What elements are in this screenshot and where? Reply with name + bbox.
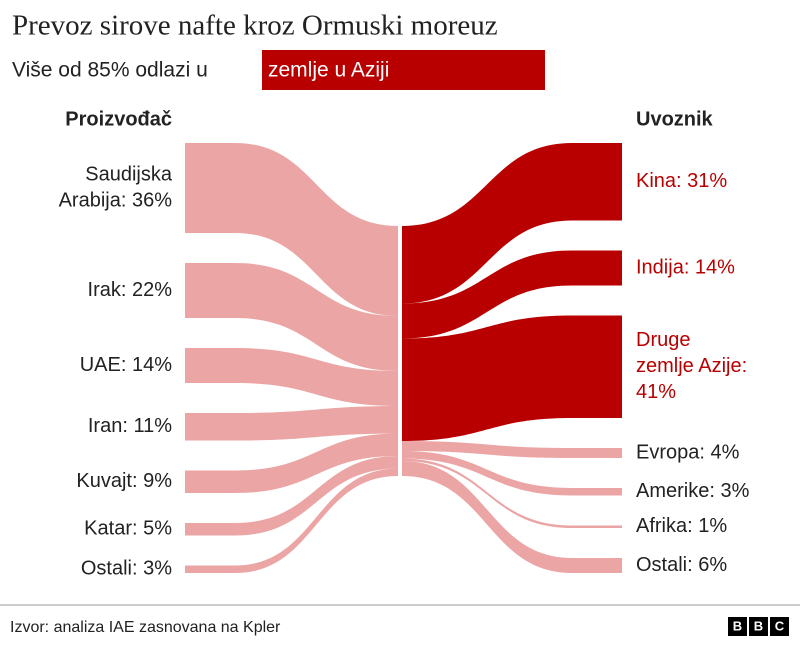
logo-box <box>770 617 789 636</box>
chart-title: Prevoz sirove nafte kroz Ormuski moreuz <box>12 10 498 42</box>
source-header: Proizvođač <box>65 108 172 130</box>
target-label: zemlje Azije: <box>636 355 747 377</box>
target-label: Amerike: 3% <box>636 480 750 502</box>
source-label: UAE: 14% <box>80 354 172 376</box>
target-flow <box>402 461 622 573</box>
subtitle-highlight: zemlje u Aziji <box>268 59 389 82</box>
target-label: Indija: 14% <box>636 256 735 278</box>
highlight-box <box>262 50 545 90</box>
source-flow <box>185 456 398 536</box>
target-flow <box>402 315 622 441</box>
target-label: Evropa: 4% <box>636 441 740 463</box>
logo-letter: C <box>775 618 785 633</box>
target-flow <box>402 250 622 339</box>
source-label: Arabija: 36% <box>59 189 173 211</box>
chart-subtitle: Više od 85% odlazi u <box>12 59 208 82</box>
source-label: Ostali: 3% <box>81 558 172 580</box>
target-label: Ostali: 6% <box>636 554 727 576</box>
source-label: Katar: 5% <box>84 518 172 540</box>
target-label: 41% <box>636 381 676 403</box>
logo-letter: B <box>754 618 763 633</box>
source-label: Irak: 22% <box>88 279 173 301</box>
target-flow <box>402 143 622 304</box>
logo-letter: B <box>733 618 742 633</box>
logo-box <box>728 617 747 636</box>
source-flow <box>185 143 398 316</box>
source-label: Kuvajt: 9% <box>76 470 172 492</box>
source-flow <box>185 406 398 441</box>
target-header: Uvoznik <box>636 108 714 130</box>
source-flow <box>185 433 398 493</box>
source-label: Saudijska <box>85 163 173 185</box>
target-label: Kina: 31% <box>636 170 727 192</box>
flows <box>185 143 622 573</box>
logo-box <box>749 617 768 636</box>
target-flow <box>402 451 622 496</box>
source-flow <box>185 263 398 371</box>
source-flow <box>185 468 398 573</box>
source-note: Izvor: analiza IAE zasnovana na Kpler <box>10 619 281 636</box>
target-label: Afrika: 1% <box>636 515 727 537</box>
target-flow <box>402 441 622 458</box>
target-label: Druge <box>636 329 690 351</box>
source-label: Iran: 11% <box>88 415 172 437</box>
source-flow <box>185 348 398 406</box>
